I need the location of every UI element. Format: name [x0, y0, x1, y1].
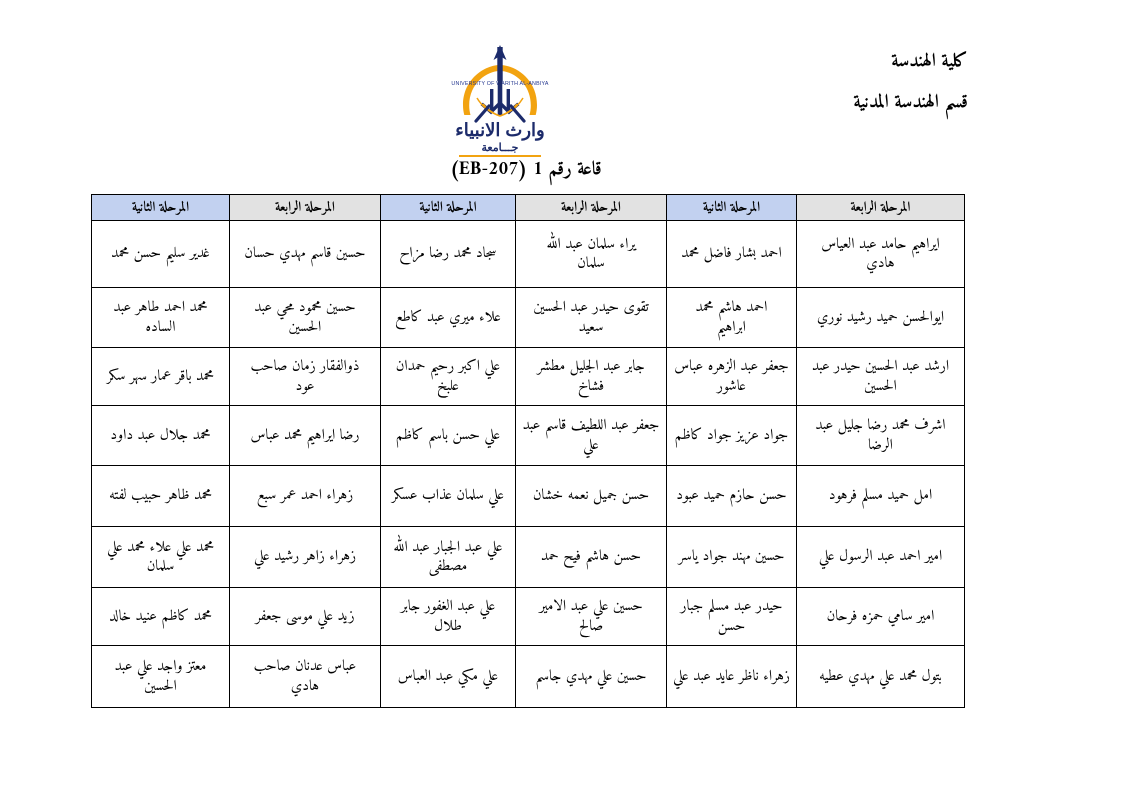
- svg-text:وارث الانبياء: وارث الانبياء: [455, 120, 544, 141]
- svg-text:جـــامعة: جـــامعة: [482, 142, 519, 154]
